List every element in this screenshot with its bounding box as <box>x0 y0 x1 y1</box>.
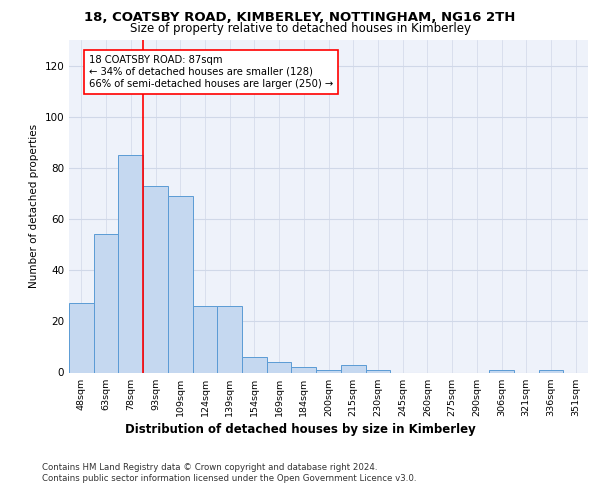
Text: Distribution of detached houses by size in Kimberley: Distribution of detached houses by size … <box>125 422 475 436</box>
Bar <box>365 370 390 372</box>
Bar <box>267 362 292 372</box>
Text: 18 COATSBY ROAD: 87sqm
← 34% of detached houses are smaller (128)
66% of semi-de: 18 COATSBY ROAD: 87sqm ← 34% of detached… <box>89 56 333 88</box>
Bar <box>193 306 217 372</box>
Bar <box>341 365 365 372</box>
Bar <box>539 370 563 372</box>
Text: Contains HM Land Registry data © Crown copyright and database right 2024.: Contains HM Land Registry data © Crown c… <box>42 462 377 471</box>
Bar <box>168 196 193 372</box>
Text: Size of property relative to detached houses in Kimberley: Size of property relative to detached ho… <box>130 22 470 35</box>
Bar <box>292 368 316 372</box>
Bar <box>143 186 168 372</box>
Text: 18, COATSBY ROAD, KIMBERLEY, NOTTINGHAM, NG16 2TH: 18, COATSBY ROAD, KIMBERLEY, NOTTINGHAM,… <box>85 11 515 24</box>
Y-axis label: Number of detached properties: Number of detached properties <box>29 124 39 288</box>
Bar <box>94 234 118 372</box>
Bar <box>217 306 242 372</box>
Text: Contains public sector information licensed under the Open Government Licence v3: Contains public sector information licen… <box>42 474 416 483</box>
Bar <box>242 357 267 372</box>
Bar <box>69 304 94 372</box>
Bar <box>118 155 143 372</box>
Bar <box>489 370 514 372</box>
Bar <box>316 370 341 372</box>
